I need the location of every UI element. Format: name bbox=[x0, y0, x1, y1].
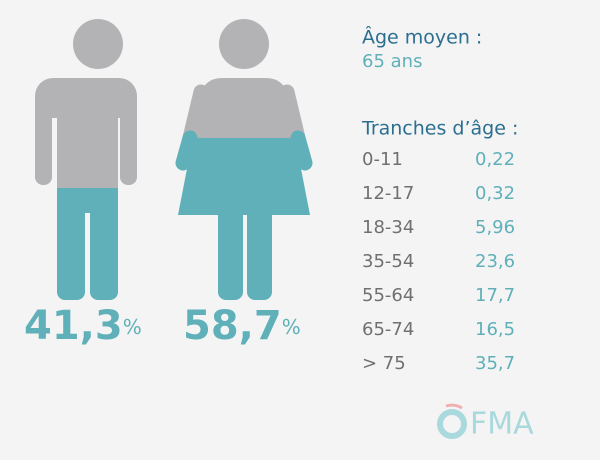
age-range: 18-34 bbox=[362, 217, 414, 238]
age-share: 16,5 bbox=[475, 319, 515, 340]
male-icon bbox=[35, 19, 137, 300]
age-range: > 75 bbox=[362, 353, 406, 374]
female-icon bbox=[175, 19, 313, 300]
age-range: 65-74 bbox=[362, 319, 414, 340]
percent-value: 41,3 bbox=[24, 303, 123, 349]
age-range: 12-17 bbox=[362, 183, 414, 204]
age-share: 0,32 bbox=[475, 183, 515, 204]
bracket-rows: 0-11 0,22 12-17 0,32 18-34 5,96 35-54 23,6 55-64… bbox=[362, 149, 515, 374]
brackets-title: Tranches d’âge : bbox=[361, 118, 518, 140]
percent-unit: % bbox=[123, 315, 142, 339]
male-percent: 41,3% bbox=[24, 303, 142, 349]
logo-text: FMA bbox=[470, 407, 534, 442]
age-range: 35-54 bbox=[362, 251, 414, 272]
percent-value: 58,7 bbox=[183, 303, 282, 349]
age-range: 55-64 bbox=[362, 285, 414, 306]
average-age-value: 65 ans bbox=[362, 51, 422, 72]
average-age-title: Âge moyen : bbox=[362, 26, 482, 49]
age-share: 17,7 bbox=[475, 285, 515, 306]
age-share: 5,96 bbox=[475, 217, 515, 238]
age-range: 0-11 bbox=[362, 149, 403, 170]
female-percent: 58,7% bbox=[183, 303, 301, 349]
percent-unit: % bbox=[282, 315, 301, 339]
age-share: 35,7 bbox=[475, 353, 515, 374]
age-share: 23,6 bbox=[475, 251, 515, 272]
age-share: 0,22 bbox=[475, 149, 515, 170]
logo: FMA bbox=[437, 403, 534, 442]
